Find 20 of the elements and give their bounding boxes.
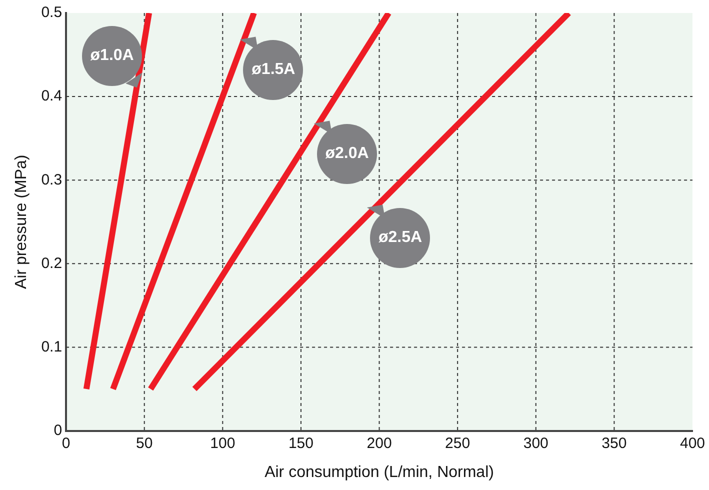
x-tick-label: 200 — [366, 434, 392, 452]
annotation: ø2.5A — [378, 228, 422, 247]
y-axis-title: Air pressure (MPa) — [13, 154, 30, 290]
annotation: ø2.0A — [325, 144, 369, 163]
y-tick-label: 0 — [54, 422, 62, 439]
annotation: ø1.5A — [252, 61, 296, 80]
y-tick-label: 0.4 — [41, 88, 62, 105]
y-tick-label: 0.2 — [41, 254, 62, 272]
x-tick-label: 400 — [680, 434, 705, 452]
x-tick-label: 300 — [523, 434, 548, 452]
x-tick-label: 150 — [288, 434, 314, 452]
x-tick-label: 350 — [602, 434, 627, 452]
y-tick-label: 0.5 — [41, 4, 62, 22]
x-tick-label: 100 — [210, 434, 236, 452]
x-tick-label: 50 — [136, 434, 153, 452]
annotation: ø1.0A — [90, 46, 134, 65]
y-tick-label: 0.1 — [41, 338, 62, 356]
y-tick-label: 0.3 — [41, 171, 62, 188]
x-tick-label: 250 — [445, 434, 470, 452]
x-axis-title: Air consumption (L/min, Normal) — [264, 464, 494, 481]
